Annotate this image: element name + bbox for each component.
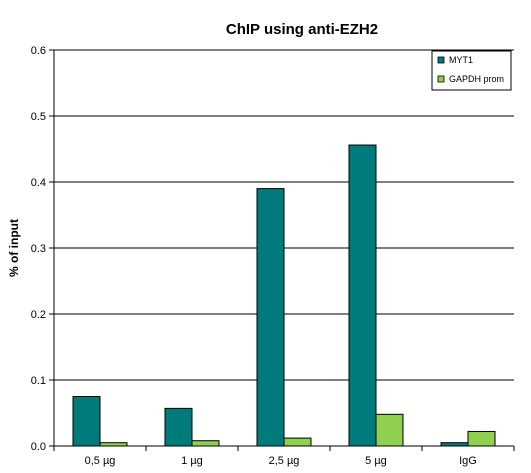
x-tick-label: 1 µg — [181, 455, 203, 467]
x-tick-label: 5 µg — [365, 455, 387, 467]
bar-gapdh-prom — [99, 442, 128, 447]
y-tick-label: 0.5 — [31, 111, 46, 123]
x-tick-label: 2,5 µg — [269, 455, 300, 467]
y-tick-label: 0.2 — [31, 309, 46, 321]
bar-gapdh-prom — [283, 437, 312, 447]
x-tick-label: IgG — [459, 455, 477, 467]
y-tick-label: 0.0 — [31, 441, 46, 453]
legend-swatch-myt1 — [437, 56, 445, 64]
bar-myt1 — [440, 442, 469, 447]
bar-myt1 — [164, 407, 193, 447]
legend: MYT1 GAPDH prom — [431, 50, 512, 91]
y-axis-label: % of input — [7, 219, 21, 277]
y-tick-label: 0.4 — [31, 177, 46, 189]
bar-gapdh-prom — [467, 430, 496, 447]
legend-swatch-gapdh — [437, 75, 445, 83]
y-tick-label: 0.1 — [31, 375, 46, 387]
bar-myt1 — [256, 188, 285, 447]
legend-label-myt1: MYT1 — [449, 55, 473, 65]
bar-gapdh-prom — [191, 440, 220, 447]
bar-myt1 — [348, 144, 377, 447]
plot-area: 0.0 0.1 0.2 0.3 0.4 0.5 0.6 0,5 µg 1 µg 2,5 µg 5 µ… — [31, 45, 515, 467]
y-tick-label: 0.3 — [31, 243, 46, 255]
legend-label-gapdh: GAPDH prom — [449, 74, 504, 84]
x-tick-label: 0,5 µg — [85, 455, 116, 467]
legend-box — [431, 50, 512, 91]
y-tick-label: 0.6 — [31, 45, 46, 57]
bar-myt1 — [72, 396, 101, 447]
bar-gapdh-prom — [375, 413, 404, 447]
chart-title: ChIP using anti-EZH2 — [226, 21, 378, 38]
